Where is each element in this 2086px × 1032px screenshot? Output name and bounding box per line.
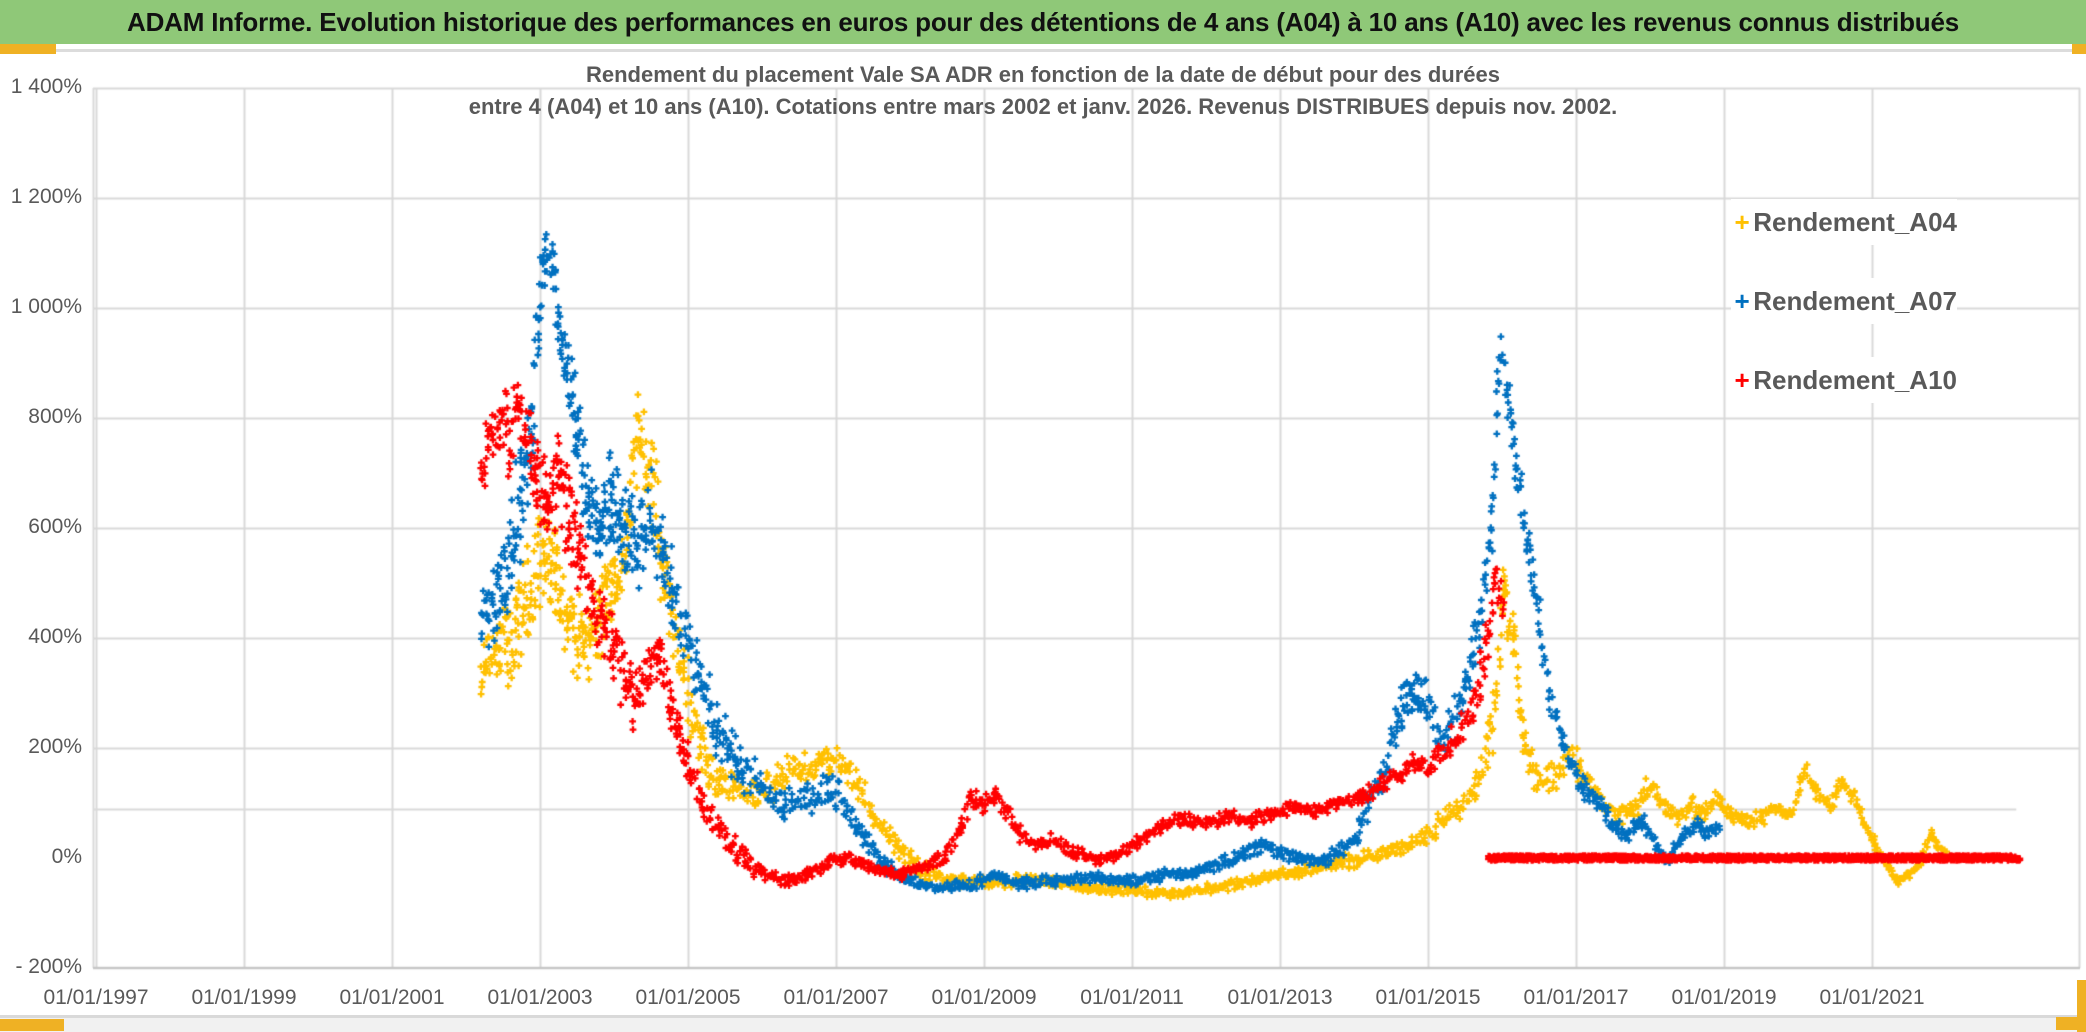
legend-item-a10: + Rendement_A10 [1731,357,1957,403]
x-tick-label: 01/01/2009 [931,986,1037,1009]
y-tick-label: 1 200% [10,185,82,208]
legend-label: Rendement_A04 [1753,206,1957,237]
x-tick-label: 01/01/2003 [487,986,593,1009]
chart-title-line2: entre 4 (A04) et 10 ans (A10). Cotations… [468,94,1618,119]
legend-item-a04: + Rendement_A04 [1731,199,1957,245]
x-tick-label: 01/01/2017 [1523,986,1629,1009]
plus-marker-icon: + [1734,207,1750,237]
gold-accent-bottom-right-horizontal [2056,1017,2086,1030]
chart-title-line1: Rendement du placement Vale SA ADR en fo… [586,62,1500,87]
x-tick-label: 01/01/2007 [783,986,889,1009]
y-tick-label: 1 400% [10,75,82,98]
y-tick-label: - 200% [15,955,82,978]
plus-marker-icon: + [1734,286,1750,316]
gold-accent-bottom-right-vertical [2077,980,2086,1032]
legend-item-a07: + Rendement_A07 [1731,278,1957,324]
x-tick-label: 01/01/2011 [1080,986,1184,1009]
x-tick-label: 01/01/2019 [1671,986,1777,1009]
y-tick-label: 800% [28,405,82,428]
footer-strip [0,1018,2086,1032]
x-tick-label: 01/01/1999 [191,986,297,1009]
y-tick-label: 200% [28,735,82,758]
gold-accent-bottom-left [0,1019,64,1031]
x-tick-label: 01/01/1997 [43,986,149,1009]
x-tick-label: 01/01/2005 [635,986,741,1009]
y-tick-label: 400% [28,625,82,648]
x-tick-label: 01/01/2001 [339,986,445,1009]
footer-divider [0,1015,2086,1018]
legend-label: Rendement_A07 [1753,285,1957,316]
x-tick-label: 01/01/2015 [1375,986,1481,1009]
x-tick-label: 01/01/2021 [1819,986,1925,1009]
y-tick-label: 600% [28,515,82,538]
y-tick-label: 0% [51,845,82,868]
y-tick-label: 1 000% [10,295,82,318]
legend-label: Rendement_A10 [1753,364,1957,395]
plus-marker-icon: + [1734,365,1750,395]
x-tick-label: 01/01/2013 [1227,986,1333,1009]
